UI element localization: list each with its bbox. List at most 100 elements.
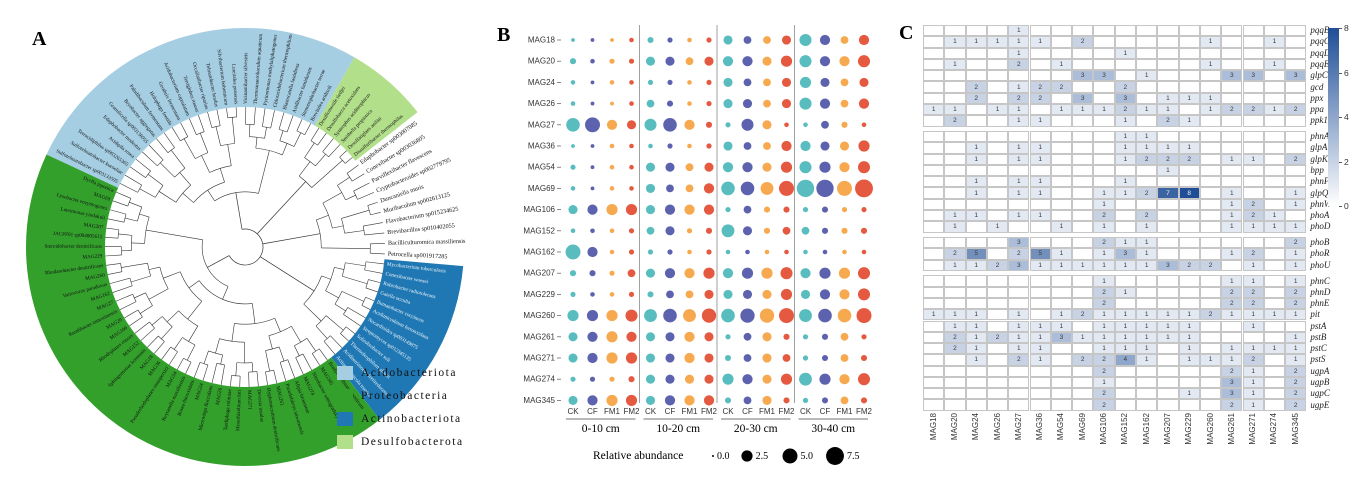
heatmap-cell: 1 [1093, 187, 1115, 199]
bubble-row-label: MAG162 [523, 248, 555, 257]
heatmap-cell [1072, 47, 1094, 59]
heatmap-cell: 1 [1221, 275, 1243, 287]
heatmap-cell [923, 25, 945, 37]
heatmap-cell: 1 [1178, 115, 1200, 127]
abundance-dot [725, 249, 731, 255]
abundance-dot [703, 204, 715, 215]
heatmap-column-label: MAG24 [971, 413, 981, 441]
heatmap-cell [923, 198, 945, 210]
heatmap-cell: 1 [1199, 354, 1222, 366]
abundance-dot [629, 143, 634, 149]
heatmap-cell [1263, 70, 1286, 82]
heatmap-cell [965, 221, 987, 233]
heatmap-cell: 2 [944, 331, 966, 344]
colorbar-tick-label: 6 [1344, 67, 1349, 78]
heatmap-cell [1199, 198, 1222, 210]
tree-tip-label: Luteitalea pratensis [230, 64, 239, 105]
heatmap-cell [1178, 25, 1200, 37]
heatmap-cell [1178, 297, 1200, 310]
heatmap-cell [923, 47, 945, 59]
heatmap-cell: 1 [1050, 320, 1073, 332]
heatmap-cell: 1 [965, 320, 987, 332]
abundance-dot [685, 163, 694, 172]
heatmap-cell: 1 [1029, 142, 1051, 154]
abundance-dot [840, 396, 849, 405]
heatmap-cell: 1 [1050, 58, 1073, 71]
abundance-dot [742, 162, 753, 173]
abundance-dot [664, 204, 676, 215]
heatmap-cell: 1 [1136, 248, 1158, 260]
heatmap-cell: 3 [1114, 248, 1136, 260]
heatmap-cell [1285, 164, 1307, 177]
heatmap-cell [944, 399, 966, 411]
heatmap-cell [1157, 81, 1179, 93]
abundance-dot [782, 226, 791, 235]
heatmap-cell: 2 [1285, 365, 1307, 377]
abundance-dot [606, 204, 618, 216]
heatmap-cell: 1 [923, 103, 945, 116]
heatmap-cell: 2 [1285, 103, 1307, 116]
heatmap-cell: 1 [1050, 309, 1073, 321]
heatmap-cell [986, 153, 1009, 165]
heatmap-cell [1157, 343, 1179, 355]
heatmap-cell [986, 320, 1009, 332]
abundance-dot [722, 56, 734, 67]
heatmap-cell: 2 [1072, 309, 1094, 321]
heatmap-cell [923, 115, 945, 127]
abundance-dot [802, 397, 809, 403]
heatmap-cell [1114, 365, 1136, 377]
heatmap-cell [986, 131, 1009, 143]
heatmap-cell: 2 [1029, 92, 1051, 104]
gene-row-label: pqqD [1310, 47, 1331, 58]
heatmap-cell [1263, 198, 1286, 210]
heatmap-cell: 1 [1136, 221, 1158, 233]
heatmap-cell: 2 [1093, 399, 1115, 411]
abundance-dot [685, 57, 694, 66]
heatmap-column-label: MAG345 [1290, 413, 1300, 445]
heatmap-cell [1263, 354, 1286, 366]
legend-item-Acidobacteriota: Acidobacteriota [337, 366, 487, 380]
abundance-dot [687, 249, 692, 255]
abundance-dot [667, 143, 673, 149]
abundance-dot [590, 101, 595, 106]
heatmap-cell [1072, 176, 1094, 188]
panel-b-letter: B [497, 24, 511, 46]
heatmap-cell [1114, 376, 1136, 389]
colorbar-tick-label: 8 [1344, 23, 1349, 33]
abundance-dot [743, 396, 752, 405]
heatmap-cell [1008, 198, 1030, 210]
abundance-dot [742, 289, 753, 299]
heatmap-cell [1093, 92, 1115, 104]
heatmap-cell [1050, 36, 1073, 48]
abundance-dot [820, 77, 830, 87]
heatmap-cell: 1 [1008, 331, 1030, 344]
heatmap-cell [1199, 399, 1222, 411]
heatmap-cell [1029, 388, 1051, 400]
heatmap-cell [1178, 164, 1200, 177]
size-legend-dot [782, 448, 798, 464]
heatmap-cell: 7 [1157, 187, 1179, 199]
heatmap-cell: 1 [1136, 354, 1158, 366]
heatmap-cell: 1 [1093, 248, 1115, 260]
heatmap-cell [1008, 365, 1030, 377]
abundance-dot [743, 205, 752, 214]
abundance-dot [647, 79, 654, 85]
heatmap-cell [1221, 115, 1243, 127]
heatmap-cell: 1 [1242, 399, 1264, 411]
heatmap-cell [965, 237, 987, 249]
abundance-dot [781, 35, 792, 45]
abundance-dot [645, 353, 656, 363]
heatmap-cell: 1 [1263, 209, 1286, 222]
heatmap-cell: 5 [1029, 248, 1051, 260]
abundance-dot [725, 207, 731, 213]
abundance-dot [570, 80, 576, 85]
abundance-dot [840, 332, 849, 341]
abundance-dot [783, 206, 790, 213]
heatmap-cell: 1 [1285, 275, 1307, 287]
heatmap-cell: 3 [1285, 70, 1307, 82]
abundance-dot [589, 376, 596, 382]
bubble-row-label: MAG24 [528, 78, 556, 87]
treatment-tick-label: FM1 [604, 407, 621, 416]
heatmap-cell: 1 [1157, 142, 1179, 154]
heatmap-cell [1136, 376, 1158, 389]
